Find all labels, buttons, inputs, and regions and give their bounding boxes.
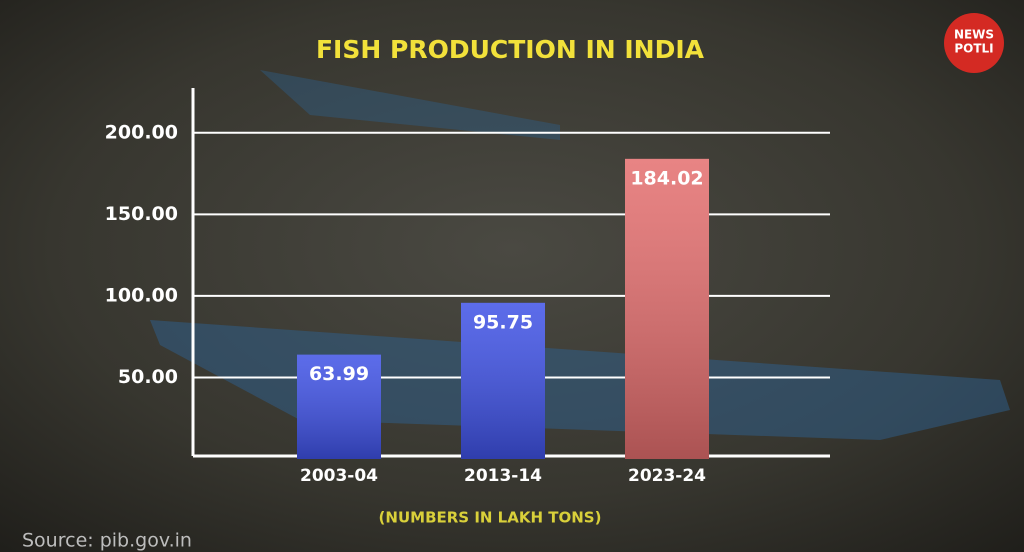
- y-tick-label: 50.00: [118, 366, 178, 388]
- logo-text: NEWS: [954, 28, 994, 42]
- boat-shape: [260, 70, 560, 140]
- bar-shade: [625, 158, 709, 459]
- y-tick-label: 150.00: [105, 203, 178, 225]
- bar-shade: [461, 302, 545, 459]
- y-tick-label: 100.00: [105, 284, 178, 306]
- value-label: 95.75: [473, 311, 533, 333]
- x-tick-label: 2023-24: [628, 466, 706, 486]
- logo-badge: [944, 13, 1004, 73]
- subtitle: (NUMBERS IN LAKH TONS): [379, 509, 602, 527]
- x-tick-label: 2013-14: [464, 466, 542, 486]
- logo-text: POTLI: [954, 42, 993, 56]
- x-tick-label: 2003-04: [300, 466, 378, 486]
- source: Source: pib.gov.in: [22, 530, 192, 552]
- chart-title: FISH PRODUCTION IN INDIA: [316, 35, 705, 64]
- value-label: 184.02: [630, 167, 703, 189]
- y-tick-label: 200.00: [105, 121, 178, 143]
- bar-shade: [297, 354, 381, 459]
- value-label: 63.99: [309, 363, 369, 385]
